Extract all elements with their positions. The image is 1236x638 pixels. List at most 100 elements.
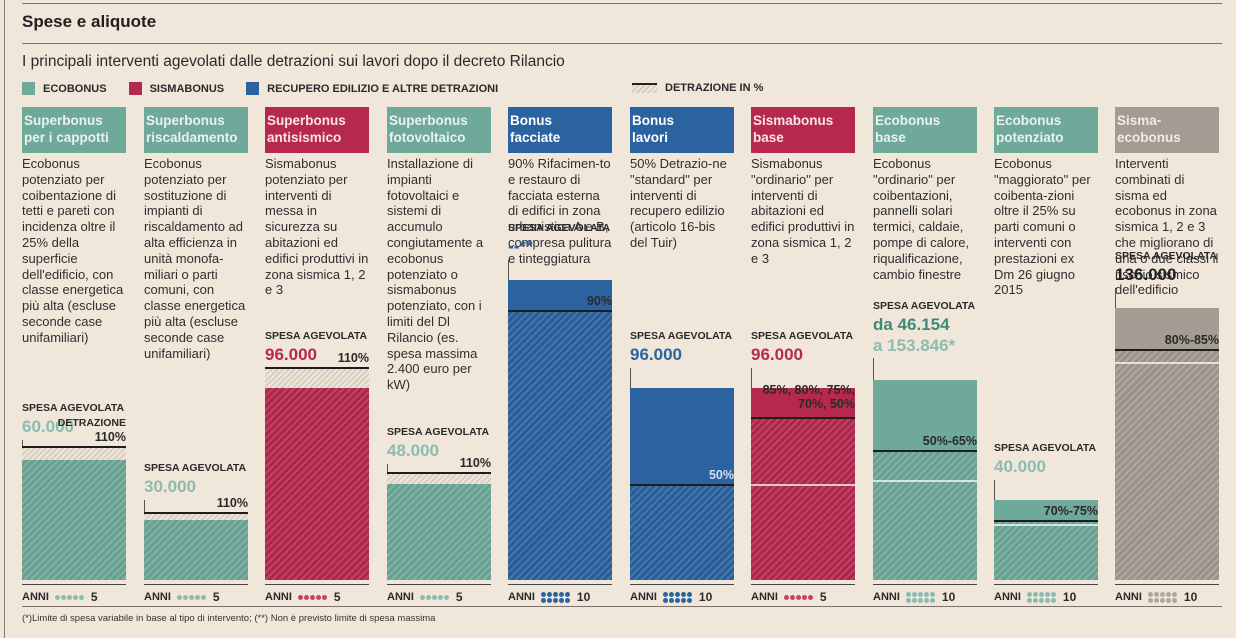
years-dots-icon bbox=[905, 591, 935, 603]
column-title-line: Ecobonus bbox=[875, 113, 941, 128]
year-dot bbox=[789, 594, 795, 600]
anni-value: 10 bbox=[576, 590, 591, 604]
spesa-amount: 96.000 bbox=[630, 345, 682, 364]
detrazione-hatch bbox=[387, 484, 491, 580]
column-title: Bonus facciate bbox=[508, 107, 612, 153]
year-dot bbox=[795, 594, 801, 600]
spesa-agevolata-label: SPESA AGEVOLATA bbox=[994, 442, 1097, 454]
spesa-amount: 96.000 bbox=[751, 345, 803, 364]
detrazione-extra-hatch bbox=[265, 369, 369, 388]
spesa-agevolata-label: SPESA AGEVOLATA bbox=[508, 222, 611, 234]
anni-row: ANNI 10 bbox=[508, 590, 590, 604]
detrazione-extra-hatch bbox=[22, 448, 126, 460]
anni-row: ANNI 10 bbox=[630, 590, 712, 604]
spesa-agevolata-label: SPESA AGEVOLATA bbox=[630, 330, 733, 342]
column-4: Bonus facciate 90% Rifacimen-to e restauro… bbox=[508, 107, 612, 607]
anni-row: ANNI 10 bbox=[873, 590, 955, 604]
anni-label: ANNI bbox=[22, 591, 49, 603]
anni-value: 5 bbox=[819, 590, 827, 604]
year-dot bbox=[1165, 597, 1171, 603]
detrazione-hatch bbox=[1115, 349, 1219, 580]
year-dot bbox=[1032, 591, 1038, 597]
detrazione-hatch bbox=[994, 520, 1098, 580]
spesa-amount: 96.000 bbox=[265, 345, 317, 364]
legend-label: DETRAZIONE IN % bbox=[665, 82, 764, 94]
bar-baseline bbox=[873, 584, 977, 585]
years-dots-icon bbox=[1147, 591, 1177, 603]
frame-border bbox=[4, 0, 5, 638]
spesa-bar bbox=[144, 520, 248, 580]
year-dot bbox=[783, 594, 789, 600]
column-title-line: Sisma- bbox=[1117, 113, 1162, 128]
column-title-line: lavori bbox=[632, 130, 669, 145]
year-dot bbox=[431, 594, 437, 600]
bar-baseline bbox=[751, 584, 855, 585]
spesa-amount-max: a 153.846* bbox=[873, 336, 956, 355]
year-dot bbox=[558, 597, 564, 603]
spesa-amount: 40.000 bbox=[994, 457, 1046, 476]
year-dot bbox=[674, 597, 680, 603]
detrazione-line bbox=[994, 520, 1098, 522]
anni-label: ANNI bbox=[387, 591, 414, 603]
column-title-line: Superbonus bbox=[24, 113, 103, 128]
spesa-bar bbox=[994, 500, 1098, 580]
top-rule bbox=[22, 3, 1222, 4]
detrazione-pct-label: 50% bbox=[708, 468, 734, 482]
column-title: Ecobonus base bbox=[873, 107, 977, 153]
column-description: 50% Detrazio-ne "standard" per intervent… bbox=[630, 156, 727, 250]
legend-item-detrazione: DETRAZIONE IN % bbox=[632, 82, 763, 94]
detrazione-word: DETRAZIONE bbox=[57, 417, 126, 429]
column-title-line: fotovoltaico bbox=[389, 130, 466, 145]
anni-label: ANNI bbox=[1115, 591, 1142, 603]
year-dot bbox=[564, 591, 570, 597]
years-dots-icon bbox=[662, 591, 692, 603]
year-dot bbox=[546, 591, 552, 597]
year-dot bbox=[929, 597, 935, 603]
detrazione-line bbox=[751, 417, 855, 419]
year-dot bbox=[1050, 597, 1056, 603]
detrazione-hatch bbox=[144, 520, 248, 580]
year-dot bbox=[443, 594, 449, 600]
year-dot bbox=[1026, 591, 1032, 597]
legend-item-ecobonus: ECOBONUS bbox=[22, 82, 107, 95]
column-description: Installazione di impianti fotovoltaici e… bbox=[387, 156, 484, 393]
spesa-agevolata-label: SPESA AGEVOLATA bbox=[1115, 250, 1218, 262]
year-dot bbox=[1171, 597, 1177, 603]
year-dot bbox=[680, 591, 686, 597]
hatch-swatch-icon bbox=[632, 83, 657, 93]
column-5: Bonus lavori 50% Detrazio-ne "standard" pe… bbox=[630, 107, 734, 607]
year-dot bbox=[182, 594, 188, 600]
detrazione-pct-label: 110% bbox=[94, 430, 126, 444]
spesa-agevolata-label: SPESA AGEVOLATA bbox=[22, 402, 125, 414]
column-title-line: base bbox=[875, 130, 906, 145]
bar-baseline bbox=[265, 584, 369, 585]
column-title-line: base bbox=[753, 130, 784, 145]
year-dot bbox=[929, 591, 935, 597]
column-title: Superbonus riscaldamento bbox=[144, 107, 248, 153]
anni-row: ANNI 5 bbox=[751, 590, 827, 604]
years-dots-icon bbox=[54, 594, 84, 600]
year-dot bbox=[1153, 597, 1159, 603]
detrazione-pct-label: 110% bbox=[337, 351, 369, 365]
column-title-line: potenziato bbox=[996, 130, 1064, 145]
year-dot bbox=[315, 594, 321, 600]
column-title: Superbonus fotovoltaico bbox=[387, 107, 491, 153]
anni-value: 5 bbox=[90, 590, 98, 604]
column-title: Sisma-ecobonus bbox=[1115, 107, 1219, 153]
detrazione-line bbox=[630, 484, 734, 486]
years-dots-icon bbox=[297, 594, 327, 600]
year-dot bbox=[662, 591, 668, 597]
anni-value: 5 bbox=[333, 590, 341, 604]
detrazione-pct-label: 110% bbox=[216, 496, 248, 510]
bar-baseline bbox=[144, 584, 248, 585]
year-dot bbox=[540, 591, 546, 597]
year-dot bbox=[552, 597, 558, 603]
anni-label: ANNI bbox=[630, 591, 657, 603]
year-dot bbox=[303, 594, 309, 600]
year-dot bbox=[905, 591, 911, 597]
column-title-line: Ecobonus bbox=[996, 113, 1062, 128]
detrazione-line bbox=[508, 310, 612, 312]
year-dot bbox=[66, 594, 72, 600]
column-title-line: Superbonus bbox=[267, 113, 346, 128]
spesa-bar bbox=[508, 280, 612, 580]
